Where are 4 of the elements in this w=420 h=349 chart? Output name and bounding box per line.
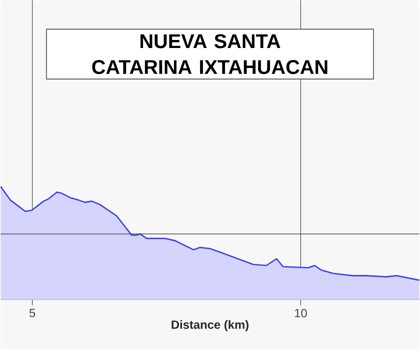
- x-axis-title: Distance (km): [172, 320, 248, 332]
- chart-title: NUEVA SANTA CATARINA IXTAHUACAN: [92, 34, 328, 74]
- x-tick-label: 10: [294, 308, 307, 318]
- x-tick-label: 5: [29, 308, 36, 318]
